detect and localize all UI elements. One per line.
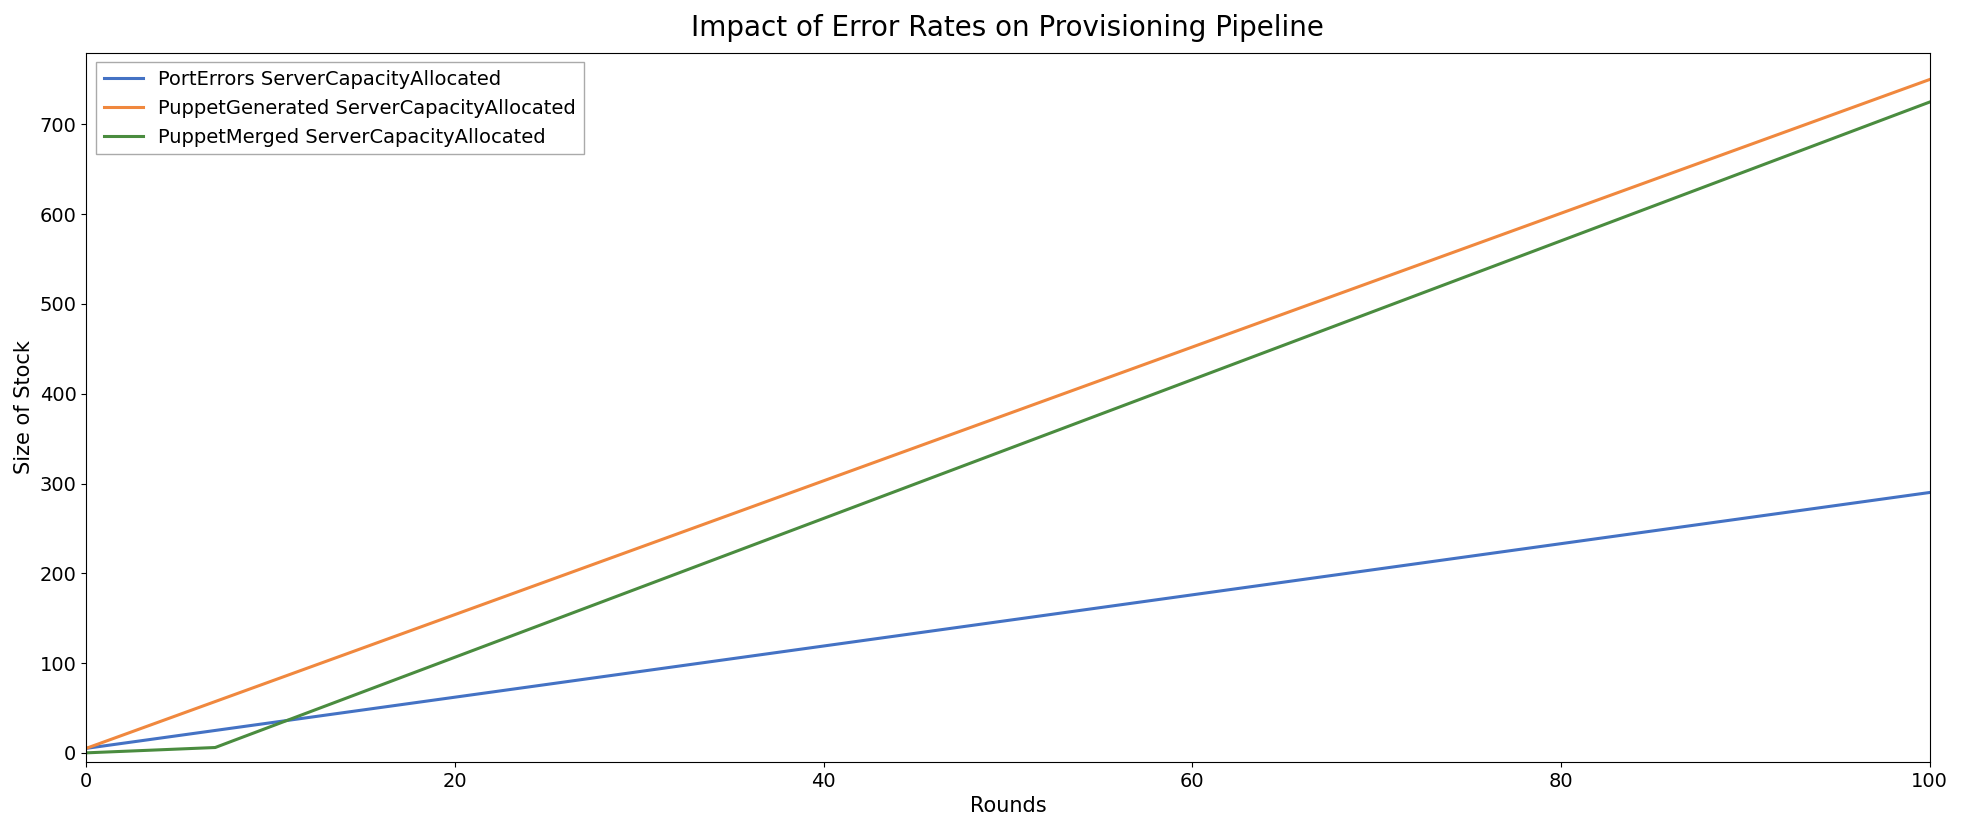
PuppetGenerated ServerCapacityAllocated	[1919, 75, 1942, 85]
PortErrors ServerCapacityAllocated	[75, 744, 98, 754]
PortErrors ServerCapacityAllocated	[536, 680, 559, 690]
PuppetGenerated ServerCapacityAllocated	[922, 436, 946, 446]
PuppetGenerated ServerCapacityAllocated	[204, 696, 228, 706]
PuppetMerged ServerCapacityAllocated	[204, 743, 228, 753]
PuppetMerged ServerCapacityAllocated	[1458, 271, 1481, 281]
PortErrors ServerCapacityAllocated	[1366, 564, 1389, 574]
Legend: PortErrors ServerCapacityAllocated, PuppetGenerated ServerCapacityAllocated, Pup: PortErrors ServerCapacityAllocated, Pupp…	[96, 62, 583, 154]
PuppetMerged ServerCapacityAllocated	[1366, 305, 1389, 315]
Line: PuppetGenerated ServerCapacityAllocated: PuppetGenerated ServerCapacityAllocated	[86, 80, 1931, 749]
X-axis label: Rounds: Rounds	[969, 796, 1046, 816]
Title: Impact of Error Rates on Provisioning Pipeline: Impact of Error Rates on Provisioning Pi…	[691, 14, 1324, 42]
PortErrors ServerCapacityAllocated	[1458, 551, 1481, 561]
Line: PortErrors ServerCapacityAllocated: PortErrors ServerCapacityAllocated	[86, 492, 1931, 749]
PuppetMerged ServerCapacityAllocated	[1181, 374, 1205, 384]
PuppetMerged ServerCapacityAllocated	[75, 748, 98, 758]
PuppetGenerated ServerCapacityAllocated	[536, 576, 559, 586]
PuppetGenerated ServerCapacityAllocated	[75, 744, 98, 754]
PuppetMerged ServerCapacityAllocated	[1919, 97, 1942, 107]
PuppetGenerated ServerCapacityAllocated	[1366, 276, 1389, 286]
PortErrors ServerCapacityAllocated	[204, 725, 228, 735]
PuppetMerged ServerCapacityAllocated	[922, 471, 946, 481]
PortErrors ServerCapacityAllocated	[922, 626, 946, 636]
PortErrors ServerCapacityAllocated	[1181, 590, 1205, 600]
Y-axis label: Size of Stock: Size of Stock	[14, 340, 33, 474]
Line: PuppetMerged ServerCapacityAllocated: PuppetMerged ServerCapacityAllocated	[86, 102, 1931, 753]
PuppetGenerated ServerCapacityAllocated	[1181, 342, 1205, 352]
PuppetGenerated ServerCapacityAllocated	[1458, 242, 1481, 251]
PortErrors ServerCapacityAllocated	[1919, 487, 1942, 497]
PuppetMerged ServerCapacityAllocated	[536, 618, 559, 627]
